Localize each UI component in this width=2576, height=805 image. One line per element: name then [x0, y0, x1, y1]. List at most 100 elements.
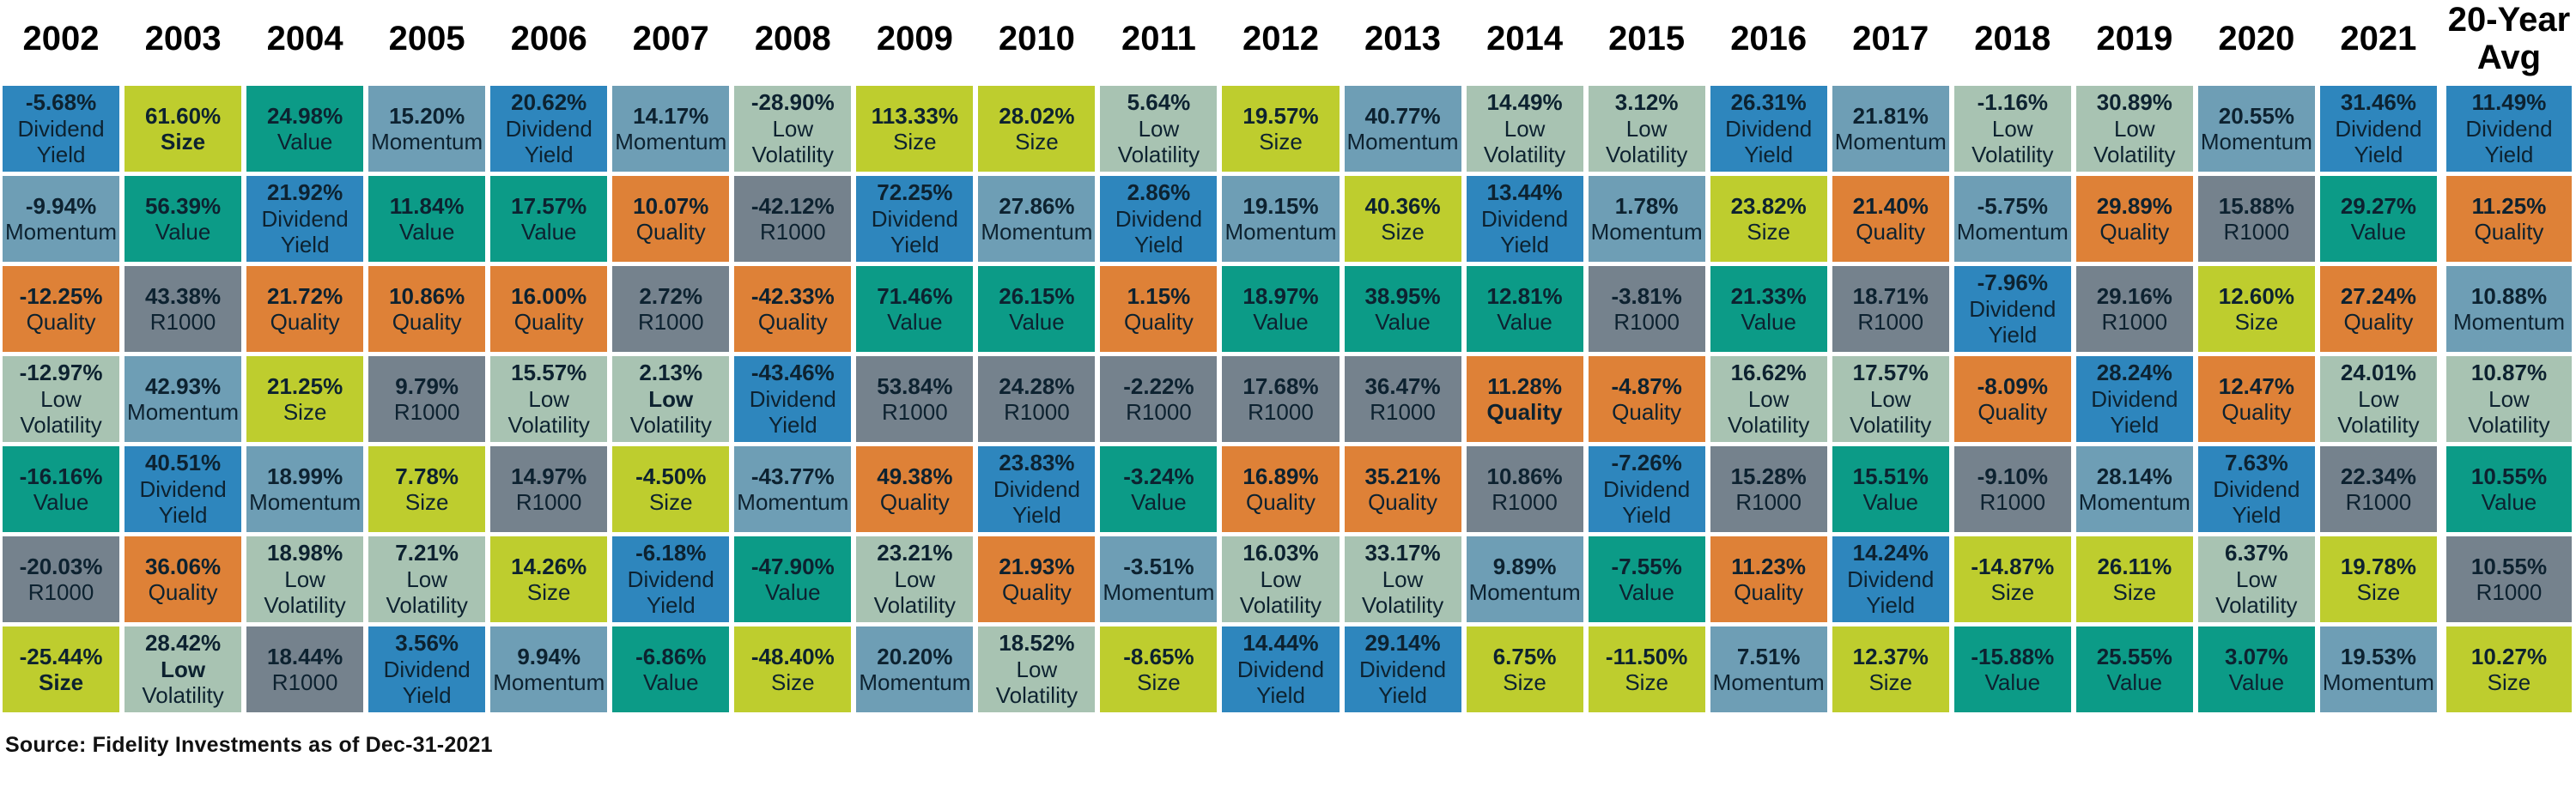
factor-cell: 23.83% Dividend Yield	[978, 446, 1096, 532]
factor-label: Momentum	[2078, 489, 2190, 515]
factor-cell: 15.20% Momentum	[368, 86, 486, 172]
factor-label: Dividend Yield	[871, 205, 958, 258]
return-value: -9.10%	[1977, 463, 2048, 489]
return-value: 16.03%	[1242, 540, 1319, 566]
factor-label: R1000	[759, 219, 826, 245]
factor-cell: 19.78% Size	[2319, 536, 2437, 622]
return-value: 19.53%	[2340, 643, 2416, 669]
return-value: 10.86%	[1486, 463, 1563, 489]
factor-label: Size	[1259, 129, 1303, 154]
factor-label: Value	[642, 669, 699, 695]
return-value: 9.89%	[1492, 553, 1557, 579]
factor-cell: 9.94% Momentum	[490, 626, 608, 712]
factor-cell: 20.20% Momentum	[856, 626, 974, 712]
factor-cell: 10.55% Value	[2445, 446, 2572, 532]
factor-label: R1000	[2476, 579, 2543, 605]
return-value: -2.22%	[1123, 372, 1194, 399]
return-value: 24.01%	[2340, 360, 2416, 386]
factor-label: Momentum	[1346, 129, 1459, 154]
return-value: 7.51%	[1736, 643, 1801, 669]
return-value: 35.21%	[1364, 463, 1441, 489]
return-value: 11.49%	[2471, 89, 2547, 116]
factor-cell: 28.02% Size	[978, 86, 1096, 172]
return-value: 7.21%	[395, 540, 459, 566]
factor-cell: -43.77% Momentum	[734, 446, 852, 532]
factor-label: Size	[2234, 309, 2279, 335]
return-value: -12.25%	[19, 282, 103, 309]
factor-label: Dividend Yield	[1725, 115, 1813, 168]
year-header: 2013	[1364, 20, 1442, 58]
factor-cell: 7.51% Momentum	[1710, 626, 1827, 712]
factor-cell: 21.25% Size	[246, 356, 364, 442]
factor-label: Momentum	[2200, 129, 2312, 154]
factor-cell: 29.89% Quality	[2075, 176, 2193, 262]
factor-cell: 56.39% Value	[125, 176, 242, 262]
factor-cell: 15.88% R1000	[2197, 176, 2315, 262]
return-value: -16.16%	[19, 463, 103, 489]
factor-label: Value	[1497, 309, 1552, 335]
return-value: -6.18%	[635, 540, 707, 566]
factor-label: Low Volatility	[1483, 115, 1566, 168]
factor-cell: 61.60% Size	[125, 86, 242, 172]
factor-cell: 7.63% Dividend Yield	[2197, 446, 2315, 532]
factor-cell: 12.81% Value	[1466, 266, 1583, 352]
factor-label: Value	[1862, 489, 1919, 515]
return-value: -4.87%	[1611, 372, 1682, 399]
factor-cell: 17.57% Value	[490, 176, 608, 262]
factor-label: Dividend Yield	[505, 115, 592, 168]
return-value: 40.51%	[144, 450, 222, 476]
factor-cell: 26.31% Dividend Yield	[1710, 86, 1827, 172]
factor-cell: -15.88% Value	[1953, 626, 2071, 712]
factor-label: R1000	[1492, 489, 1558, 515]
factor-label: Size	[2356, 579, 2401, 605]
factor-label: Size	[893, 129, 937, 154]
factor-label: Value	[2350, 219, 2407, 245]
return-value: 36.47%	[1364, 372, 1441, 399]
factor-cell: -20.03% R1000	[3, 536, 120, 622]
factor-cell: -7.96% Dividend Yield	[1953, 266, 2071, 352]
factor-label: Value	[1375, 309, 1431, 335]
factor-label: Value	[1131, 489, 1187, 515]
return-value: 7.78%	[395, 463, 459, 489]
return-value: 18.98%	[267, 540, 343, 566]
year-header: 2020	[2218, 20, 2295, 58]
factor-label: Value	[398, 219, 455, 245]
factor-cell: 2.72% R1000	[612, 266, 730, 352]
return-value: 2.86%	[1127, 179, 1191, 206]
factor-cell: 40.36% Size	[1344, 176, 1461, 262]
return-value: 14.49%	[1486, 89, 1563, 116]
return-value: -9.94%	[25, 192, 97, 219]
return-value: 71.46%	[877, 282, 953, 309]
factor-cell: 26.11% Size	[2075, 536, 2193, 622]
factor-label: Momentum	[2322, 669, 2434, 695]
return-value: 21.72%	[267, 282, 343, 309]
return-value: 24.98%	[267, 102, 343, 129]
return-value: 9.94%	[517, 643, 581, 669]
return-value: 19.57%	[1242, 102, 1319, 129]
year-header: 2011	[1121, 20, 1196, 58]
return-value: 7.63%	[2225, 450, 2288, 476]
factor-label: Quality	[1123, 309, 1194, 335]
factor-cell: 14.17% Momentum	[612, 86, 730, 172]
year-header: 2012	[1242, 20, 1319, 58]
factor-cell: 3.12% Low Volatility	[1588, 86, 1705, 172]
return-value: 3.07%	[2225, 643, 2288, 669]
factor-label: Dividend Yield	[2213, 475, 2300, 529]
factor-cell: -7.55% Value	[1588, 536, 1705, 622]
factor-label: Dividend Yield	[1847, 566, 1935, 619]
factor-cell: 29.16% R1000	[2075, 266, 2193, 352]
factor-label: Dividend Yield	[1115, 205, 1203, 258]
factor-label: Momentum	[249, 489, 361, 515]
factor-label: Low Volatility	[264, 566, 346, 619]
factor-cell: 3.56% Dividend Yield	[368, 626, 486, 712]
return-value: -3.24%	[1123, 463, 1194, 489]
factor-label: R1000	[1979, 489, 2046, 515]
source-note: Source: Fidelity Investments as of Dec-3…	[5, 733, 493, 757]
return-value: 15.28%	[1730, 463, 1807, 489]
factor-label: Low Volatility	[2215, 566, 2298, 619]
return-value: 29.27%	[2340, 192, 2416, 219]
return-value: 26.31%	[1730, 89, 1807, 116]
factor-cell: 18.44% R1000	[246, 626, 364, 712]
factor-label: Value	[1009, 309, 1065, 335]
return-value: 38.95%	[1364, 282, 1441, 309]
